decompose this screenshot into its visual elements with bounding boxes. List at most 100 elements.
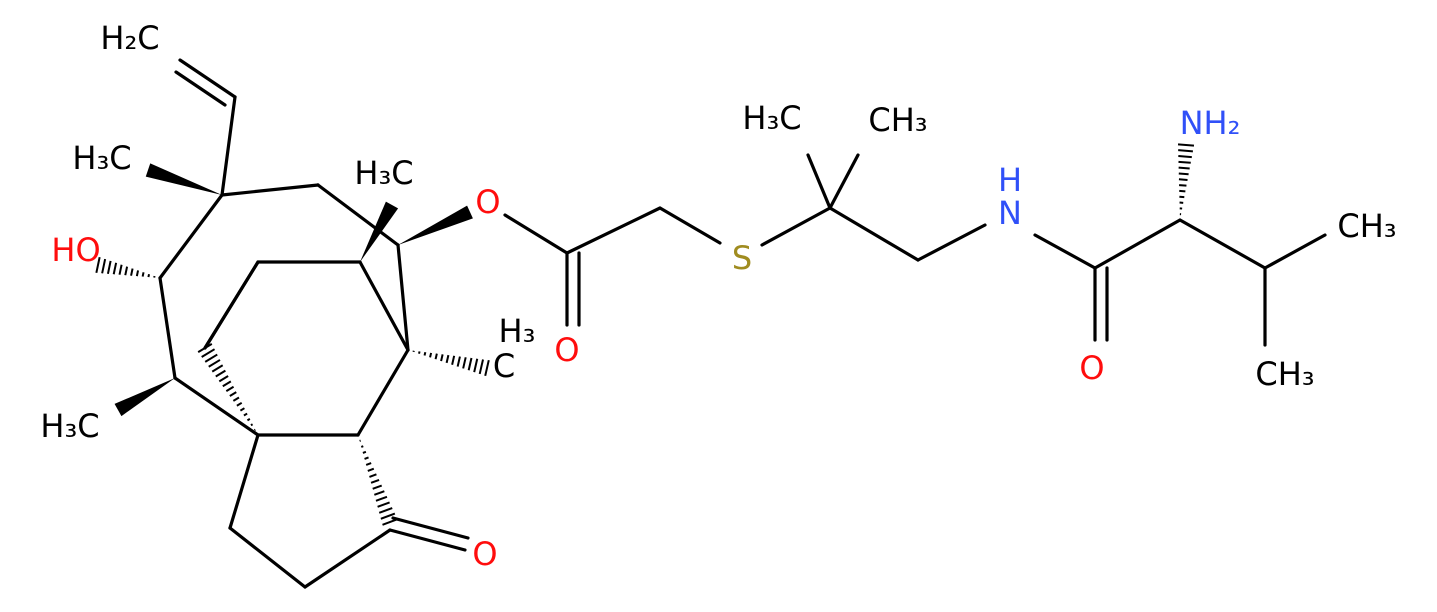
bond [208, 359, 221, 368]
bond [451, 355, 456, 365]
bond [141, 272, 145, 277]
bond [916, 223, 987, 262]
bond [1178, 160, 1191, 164]
bond [380, 512, 396, 520]
atom-label: NH₂ [1180, 104, 1241, 142]
bond [434, 353, 438, 360]
bond [220, 95, 237, 197]
bond [147, 274, 151, 278]
bond [203, 260, 260, 350]
atom-label: H [998, 161, 1022, 199]
atom-label: CH₃ [868, 101, 927, 139]
atom-label: CH₃ [1337, 207, 1396, 245]
bond [220, 183, 320, 197]
bond [391, 516, 470, 540]
bond [239, 407, 245, 412]
bond [456, 356, 461, 367]
bond [118, 264, 123, 275]
bond [658, 206, 722, 245]
bond [124, 266, 129, 276]
atom-label: H₃C [742, 99, 801, 137]
bond [382, 518, 398, 526]
bond [760, 206, 832, 247]
bond [1177, 143, 1195, 147]
bond [396, 243, 410, 352]
atom-label: C [493, 347, 515, 385]
bond [158, 276, 177, 380]
bond [174, 70, 227, 107]
bond [173, 376, 260, 437]
bond [236, 401, 243, 407]
bond [222, 380, 232, 388]
bond [218, 375, 229, 383]
bond [135, 270, 140, 277]
bond [201, 348, 216, 358]
bond [356, 348, 410, 437]
atom-label: O [475, 183, 500, 221]
bond [229, 391, 237, 397]
bond [1178, 155, 1192, 159]
bond [316, 183, 400, 247]
bond [503, 213, 569, 255]
bond [106, 260, 112, 274]
bond [1178, 172, 1189, 176]
atom-label: HO [51, 231, 100, 269]
bond [362, 450, 367, 454]
atom-label: O [554, 331, 579, 369]
bond [360, 201, 399, 262]
bond [828, 206, 920, 262]
bond [440, 354, 444, 362]
bond [467, 357, 473, 371]
bond [1178, 166, 1190, 170]
bond [250, 423, 254, 427]
atom-label: H₂C [100, 19, 159, 57]
bond [95, 256, 101, 274]
bond [445, 354, 450, 364]
bond [158, 193, 224, 280]
bonds [95, 58, 1327, 589]
bond [360, 445, 364, 448]
atom-label: O [472, 535, 497, 573]
bond [232, 396, 240, 402]
bond [423, 351, 427, 356]
bond [370, 478, 380, 484]
bond [1263, 233, 1327, 270]
bond [565, 206, 662, 255]
bond [473, 358, 479, 373]
bond [130, 268, 134, 276]
atom-label: H₃C [40, 407, 99, 445]
bond [418, 351, 421, 354]
bond [178, 58, 237, 99]
bond [1179, 184, 1187, 187]
atom-label: H₃ [499, 312, 536, 350]
bond [101, 258, 107, 274]
bond [429, 352, 433, 358]
bond [364, 456, 369, 460]
bond [1033, 233, 1097, 270]
bond [197, 342, 213, 354]
bond [1178, 178, 1188, 181]
bond [215, 369, 226, 378]
bond [246, 418, 251, 422]
bond [204, 353, 218, 363]
bond [365, 462, 372, 466]
bond [484, 359, 490, 377]
bond [1178, 149, 1193, 153]
bond [358, 260, 410, 352]
bond [378, 507, 393, 514]
bond [398, 205, 473, 245]
atom-label: N [998, 194, 1022, 232]
atom-label: S [732, 239, 752, 277]
bond [388, 528, 467, 552]
bond [377, 501, 390, 508]
bond [828, 153, 860, 210]
bond [228, 433, 260, 530]
bond [462, 357, 467, 369]
bond [806, 153, 832, 210]
bond [145, 163, 222, 195]
bond [228, 526, 307, 589]
bond [1178, 218, 1267, 270]
bond [375, 495, 388, 502]
bond [112, 262, 118, 275]
